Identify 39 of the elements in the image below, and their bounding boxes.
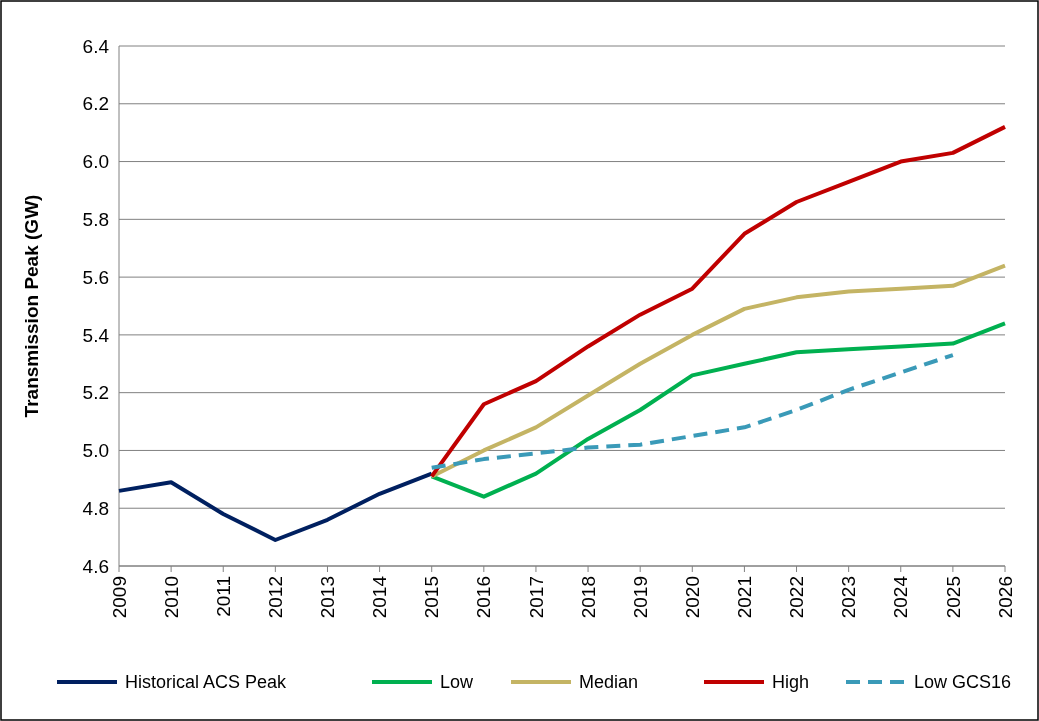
x-tick-label: 2025 bbox=[942, 576, 964, 619]
line-series bbox=[429, 353, 955, 470]
x-tick-label: 2017 bbox=[525, 576, 547, 619]
x-tick-label: 2012 bbox=[265, 576, 286, 619]
x-tick-label: 2023 bbox=[838, 576, 860, 619]
y-axis-title: Transmission Peak (GW) bbox=[21, 194, 42, 418]
y-tick-label: 5.8 bbox=[82, 208, 109, 230]
x-tick-label: 2010 bbox=[160, 576, 182, 619]
legend-label: Low bbox=[440, 672, 475, 693]
x-tick-label: 2020 bbox=[681, 576, 703, 619]
line-series bbox=[429, 124, 1007, 479]
x-tick-label: 2018 bbox=[577, 576, 599, 619]
x-tick-label: 2013 bbox=[317, 576, 339, 619]
x-tick-label: 2015 bbox=[421, 576, 443, 619]
line-series bbox=[429, 263, 1007, 479]
line-series bbox=[117, 471, 434, 542]
y-tick-label: 4.8 bbox=[82, 497, 109, 519]
y-tick-label: 5.2 bbox=[82, 382, 109, 404]
x-tick-label: 2022 bbox=[786, 576, 808, 619]
y-tick-label: 6.4 bbox=[82, 35, 110, 57]
y-tick-label: 5.6 bbox=[82, 266, 109, 288]
x-tick-label: 2021 bbox=[734, 576, 756, 619]
legend-label: Low GCS16 bbox=[914, 672, 1012, 693]
x-tick-label: 2014 bbox=[369, 575, 391, 619]
x-tick-label: 2024 bbox=[890, 575, 912, 619]
y-tick-label: 4.6 bbox=[82, 555, 109, 577]
legend-label: Historical ACS Peak bbox=[125, 672, 288, 693]
legend-label: Median bbox=[579, 672, 639, 693]
y-tick-label: 6.0 bbox=[82, 151, 109, 173]
y-tick-label: 5.0 bbox=[82, 440, 109, 462]
line-series bbox=[429, 321, 1007, 499]
x-tick-label: 2026 bbox=[994, 576, 1016, 619]
x-tick-label: 2016 bbox=[473, 576, 495, 619]
x-tick-label: 2019 bbox=[629, 576, 651, 619]
x-tick-label: 2011 bbox=[212, 576, 234, 617]
x-tick-label: 2009 bbox=[108, 576, 130, 619]
legend-label: High bbox=[772, 672, 810, 693]
y-tick-label: 5.4 bbox=[82, 324, 110, 346]
y-tick-label: 6.2 bbox=[82, 93, 109, 115]
